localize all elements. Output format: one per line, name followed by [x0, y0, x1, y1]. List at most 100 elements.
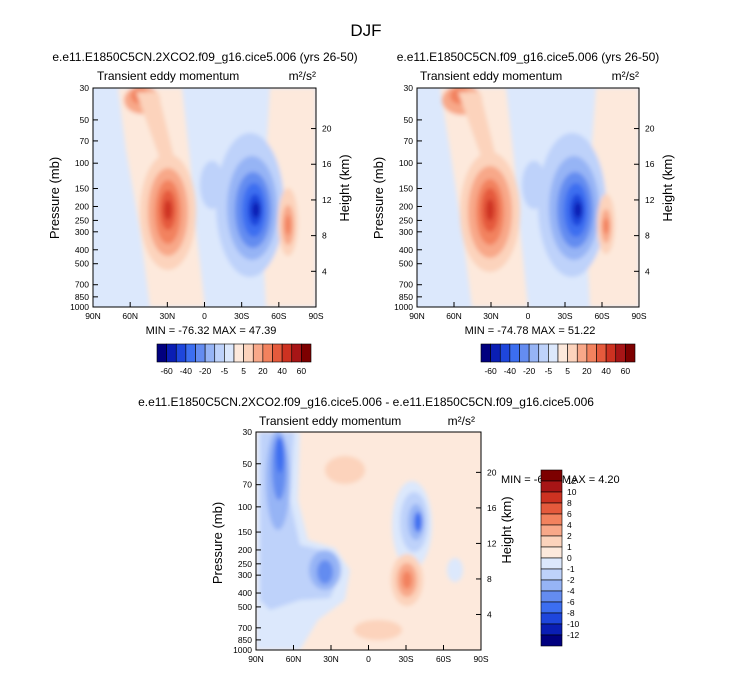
colorbar-difference-label: 8: [567, 498, 572, 508]
colorbar-panel-a-label: 40: [277, 366, 287, 376]
panel-c-pos-low: [354, 620, 402, 640]
panel-b-height-tick-label: 4: [645, 266, 650, 276]
panel-a-ytick-label: 300: [75, 227, 89, 237]
panel-b-plot-area: [417, 88, 639, 307]
colorbar-panel-a-label: 60: [297, 366, 307, 376]
panel-c-xtick-label: 60N: [286, 654, 302, 664]
colorbar-difference-label: 10: [567, 487, 577, 497]
colorbar-difference-swatch: [540, 590, 563, 603]
panel-a-title: e.e11.E1850C5CN.2XCO2.f09_g16.cice5.006 …: [52, 50, 357, 64]
colorbar-panel-a-swatch: [156, 343, 167, 363]
panel-c-height-tick-label: 20: [487, 467, 497, 477]
colorbar-panel-a-swatch: [214, 343, 225, 363]
panel-c-ytick-label: 400: [238, 588, 252, 598]
panel-a-ytick-label: 500: [75, 259, 89, 269]
panel-c-height-tick-label: 8: [487, 574, 492, 584]
panel-a-ylabel-right: Height (km): [337, 154, 352, 221]
panel-b-ylabel: Pressure (mb): [371, 157, 386, 239]
panel-b-ytick-label: 30: [404, 83, 414, 93]
panel-b-axes: 3050701001502002503004005007008501000481…: [394, 83, 655, 321]
panel-b-subtitle: Transient eddy momentum: [420, 69, 562, 83]
panel-b-height-tick-label: 8: [645, 231, 650, 241]
panel-c-xtick-label: 0: [366, 654, 371, 664]
panel-c-ytick-label: 250: [238, 559, 252, 569]
colorbar-panel-b: -60 -40 -20 -5 5 20 40 60: [480, 343, 636, 376]
panel-a-south-pos-l3: [285, 215, 291, 235]
colorbar-panel-b-label: -5: [545, 366, 553, 376]
panel-c-title: e.e11.E1850C5CN.2XCO2.f09_g16.cice5.006 …: [138, 395, 594, 409]
colorbar-panel-a-swatch: [272, 343, 283, 363]
panel-b-south-pos-l3: [603, 218, 609, 234]
panel-b-ytick-label: 200: [399, 201, 413, 211]
panel-a-xtick-label: 60S: [271, 311, 286, 321]
panel-c-ytick-label: 500: [238, 602, 252, 612]
colorbar-difference-swatch: [540, 491, 563, 504]
colorbar-panel-b-swatch: [490, 343, 501, 363]
panel-c-xtick-label: 30S: [398, 654, 413, 664]
colorbar-panel-b-label: 60: [621, 366, 631, 376]
panel-a-xtick-label: 0: [202, 311, 207, 321]
panel-b: e.e11.E1850C5CN.f09_g16.cice5.006 (yrs 2…: [371, 50, 675, 337]
panel-b-ytick-label: 100: [399, 158, 413, 168]
panel-c-xtick-label: 90N: [248, 654, 264, 664]
panel-a-ytick-label: 850: [75, 292, 89, 302]
colorbar-panel-a-swatch: [204, 343, 216, 363]
panel-b-neg-tongue: [522, 161, 546, 209]
panel-a-subtitle: Transient eddy momentum: [97, 69, 239, 83]
colorbar-difference-swatch: [540, 513, 563, 526]
panel-b-ytick-label: 50: [404, 115, 414, 125]
panel-a-stats: MIN = -76.32 MAX = 47.39: [146, 325, 277, 337]
panel-a-ytick-label: 250: [75, 215, 89, 225]
panel-c-ytick-label: 700: [238, 623, 252, 633]
colorbar-panel-a-swatch: [175, 343, 187, 363]
colorbar-difference-label: 0: [567, 553, 572, 563]
panel-c-ytick-label: 70: [243, 480, 253, 490]
panel-c-neg-mid-l4: [317, 560, 333, 584]
colorbar-panel-b-label: 20: [582, 366, 592, 376]
panel-c-height-tick-label: 4: [487, 609, 492, 619]
panel-a-ytick-label: 400: [75, 245, 89, 255]
panel-a-xtick-label: 60N: [122, 311, 138, 321]
colorbar-panel-b-label: 5: [565, 366, 570, 376]
panel-c-pos-upper: [325, 456, 365, 484]
colorbar-panel-a-swatch: [195, 343, 206, 363]
panel-a-height-tick-label: 8: [322, 231, 327, 241]
colorbar-difference-swatch: [540, 480, 563, 493]
panel-a-ylabel: Pressure (mb): [47, 157, 62, 239]
panel-c-ytick-label: 1000: [233, 645, 252, 655]
colorbar-panel-b-swatch: [548, 343, 559, 363]
panel-b-neg-l6: [574, 202, 582, 218]
colorbar-difference-swatch: [540, 469, 563, 482]
colorbar-panel-a-swatch: [224, 343, 235, 363]
panel-b-units: m²/s²: [612, 69, 639, 83]
panel-a-units: m²/s²: [289, 69, 316, 83]
colorbar-panel-a-swatch: [252, 343, 264, 363]
panel-a-ytick-label: 70: [80, 136, 90, 146]
panel-a-ytick-label: 150: [75, 184, 89, 194]
panel-c-ytick-label: 150: [238, 527, 252, 537]
panel-c-axes: 3050701001502002503004005007008501000481…: [233, 427, 497, 664]
panel-a-upper-ridge: [136, 92, 176, 170]
panel-a-xtick-label: 90S: [308, 311, 323, 321]
panel-a-ytick-label: 100: [75, 158, 89, 168]
panel-b-ytick-label: 850: [399, 292, 413, 302]
panel-b-ytick-label: 400: [399, 245, 413, 255]
panel-a-height-tick-label: 4: [322, 266, 327, 276]
colorbar-panel-b-label: -40: [504, 366, 517, 376]
panel-b-pos-l5: [486, 199, 494, 221]
colorbar-panel-b-swatch: [557, 343, 568, 363]
colorbar-panel-a-swatch: [262, 343, 273, 363]
colorbar-panel-a-swatch: [233, 343, 244, 363]
colorbar-panel-a-label: -5: [221, 366, 229, 376]
panel-c-xtick-label: 60S: [436, 654, 451, 664]
panel-a-xtick-label: 90N: [85, 311, 101, 321]
season-title: DJF: [350, 21, 381, 40]
colorbar-panel-b-swatch: [480, 343, 491, 363]
panel-a-height-tick-label: 12: [322, 195, 332, 205]
colorbar-difference-label: -12: [567, 630, 580, 640]
panel-b-xtick-label: 60N: [446, 311, 462, 321]
panel-c-height-tick-label: 16: [487, 503, 497, 513]
colorbar-panel-b-swatch: [605, 343, 617, 363]
colorbar-difference-swatch: [540, 568, 563, 581]
panel-a-height-tick-label: 20: [322, 124, 332, 134]
